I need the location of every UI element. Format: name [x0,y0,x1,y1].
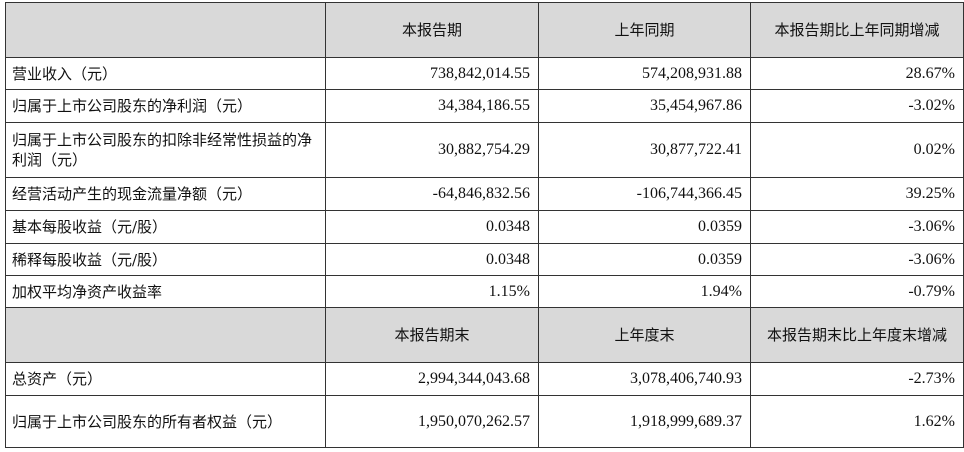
current-value: 30,882,754.29 [325,122,539,178]
row-label: 归属于上市公司股东的扣除非经常性损益的净利润（元） [5,122,326,178]
current-value: 2,994,344,043.68 [325,362,539,396]
header-current-period: 本报告期 [325,2,539,58]
prior-value: 0.0359 [538,210,751,244]
change-value: -0.79% [750,275,964,308]
table-row: 归属于上市公司股东的所有者权益（元） 1,950,070,262.57 1,91… [5,395,964,448]
current-value: 1,950,070,262.57 [325,395,539,448]
current-value: -64,846,832.56 [325,177,539,211]
row-label: 归属于上市公司股东的所有者权益（元） [5,395,326,448]
header-blank-cell [5,2,326,58]
change-value: -3.02% [750,89,964,123]
current-value: 0.0348 [325,243,539,276]
header-prior-period: 上年同期 [538,2,751,58]
table-row: 稀释每股收益（元/股） 0.0348 0.0359 -3.06% [5,243,964,276]
change-value: 1.62% [750,395,964,448]
financial-summary-table: 本报告期 上年同期 本报告期比上年同期增减 营业收入（元） 738,842,01… [5,2,964,448]
header-blank-cell [5,307,326,363]
row-label: 经营活动产生的现金流量净额（元） [5,177,326,211]
prior-value: 0.0359 [538,243,751,276]
current-value: 34,384,186.55 [325,89,539,123]
row-label: 稀释每股收益（元/股） [5,243,326,276]
current-value: 1.15% [325,275,539,308]
prior-value: 35,454,967.86 [538,89,751,123]
prior-value: 1.94% [538,275,751,308]
prior-value: -106,744,366.45 [538,177,751,211]
table-row: 总资产（元） 2,994,344,043.68 3,078,406,740.93… [5,362,964,396]
row-label: 营业收入（元） [5,57,326,90]
header-period-end: 本报告期末 [325,307,539,363]
row-label: 总资产（元） [5,362,326,396]
prior-value: 574,208,931.88 [538,57,751,90]
header-change: 本报告期末比上年度末增减 [750,307,964,363]
header-change: 本报告期比上年同期增减 [750,2,964,58]
current-value: 738,842,014.55 [325,57,539,90]
prior-value: 30,877,722.41 [538,122,751,178]
table-header-row: 本报告期末 上年度末 本报告期末比上年度末增减 [5,307,964,363]
row-label: 归属于上市公司股东的净利润（元） [5,89,326,123]
change-value: -3.06% [750,243,964,276]
change-value: 28.67% [750,57,964,90]
change-value: -3.06% [750,210,964,244]
row-label: 加权平均净资产收益率 [5,275,326,308]
table-header-row: 本报告期 上年同期 本报告期比上年同期增减 [5,2,964,58]
current-value: 0.0348 [325,210,539,244]
prior-value: 1,918,999,689.37 [538,395,751,448]
table-row: 营业收入（元） 738,842,014.55 574,208,931.88 28… [5,57,964,90]
change-value: 39.25% [750,177,964,211]
table-row: 归属于上市公司股东的净利润（元） 34,384,186.55 35,454,96… [5,89,964,123]
table-row: 加权平均净资产收益率 1.15% 1.94% -0.79% [5,275,964,308]
change-value: 0.02% [750,122,964,178]
table-row: 归属于上市公司股东的扣除非经常性损益的净利润（元） 30,882,754.29 … [5,122,964,178]
table-row: 经营活动产生的现金流量净额（元） -64,846,832.56 -106,744… [5,177,964,211]
prior-value: 3,078,406,740.93 [538,362,751,396]
row-label: 基本每股收益（元/股） [5,210,326,244]
change-value: -2.73% [750,362,964,396]
header-prior-year-end: 上年度末 [538,307,751,363]
table-row: 基本每股收益（元/股） 0.0348 0.0359 -3.06% [5,210,964,244]
